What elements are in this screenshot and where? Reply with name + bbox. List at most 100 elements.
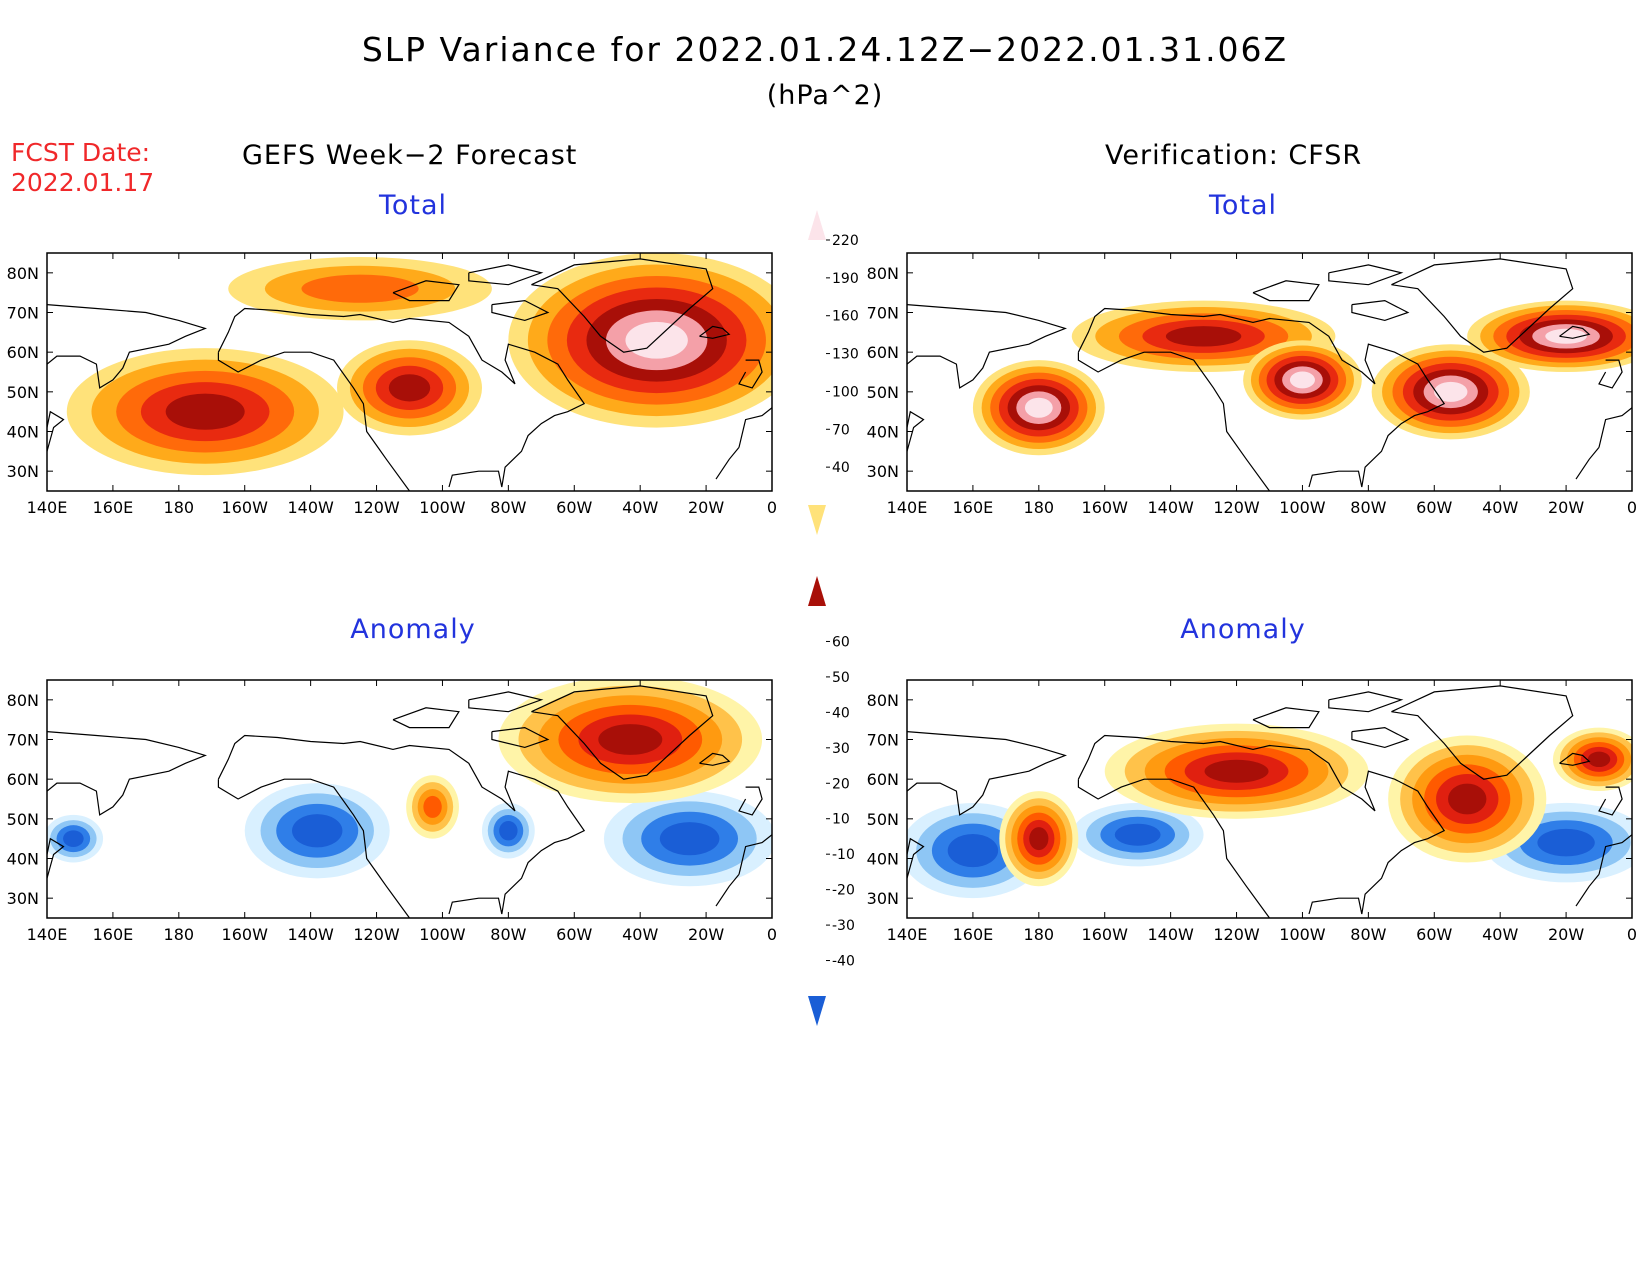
colorbar-level-label: 70: [832, 422, 850, 438]
map-forecast-total: 140E 160E 180 160W 140W 120W 100W 80W 60W 40W 20W 0…: [7, 252, 777, 517]
coastline: [1598, 359, 1623, 389]
lat-tick-label: 70N: [867, 731, 899, 750]
coastline: [47, 410, 65, 452]
coastline: [1351, 299, 1410, 322]
lon-tick-label: 40W: [622, 925, 658, 944]
lon-tick-label: 20W: [688, 498, 724, 517]
colorbar-level-label: 40: [832, 460, 850, 476]
lat-tick-label: 50N: [7, 810, 39, 829]
lon-tick-label: 100W: [419, 925, 466, 944]
coastline: [907, 410, 925, 452]
lon-tick-label: 120W: [1213, 925, 1260, 944]
colorbar-level-label: -20: [832, 883, 855, 899]
coastline: [217, 734, 586, 915]
coastline: [1328, 264, 1404, 286]
coastlines: [907, 685, 1632, 918]
coastline: [699, 325, 731, 339]
lat-tick-label: 70N: [7, 731, 39, 750]
colorbar-level-label: 190: [832, 271, 859, 287]
lat-tick-label: 50N: [7, 383, 39, 402]
map-frame: [906, 252, 1633, 492]
map-frame: [906, 679, 1633, 919]
lon-tick-label: 40W: [1482, 925, 1518, 944]
coastline: [907, 837, 925, 879]
shaded-contour: [1289, 371, 1315, 389]
coastline: [1598, 834, 1632, 875]
coastline: [715, 874, 740, 907]
lon-tick-label: 40W: [622, 498, 658, 517]
lon-tick-label: 100W: [1279, 498, 1326, 517]
lon-tick-label: 120W: [353, 925, 400, 944]
lon-tick-label: 140E: [887, 925, 928, 944]
lon-tick-label: 20W: [1548, 498, 1584, 517]
coastline: [1077, 778, 1270, 918]
coastline: [531, 258, 714, 353]
lon-tick-label: 120W: [1213, 498, 1260, 517]
shaded-contour: [598, 724, 663, 755]
negative-anomaly-contour: [947, 833, 999, 868]
lat-tick-label: 40N: [867, 850, 899, 869]
colorbar-level-label: 220: [832, 233, 859, 249]
coastline: [738, 407, 772, 448]
left-column-title: GEFS Week−2 Forecast: [242, 140, 578, 171]
coastline: [907, 304, 1068, 389]
coastline: [1575, 874, 1600, 907]
lat-tick-label: 50N: [867, 810, 899, 829]
lat-tick-label: 40N: [867, 423, 899, 442]
lat-tick-label: 60N: [867, 770, 899, 789]
lon-tick-label: 0: [767, 498, 777, 517]
lon-tick-label: 160W: [1082, 498, 1129, 517]
coastline: [1077, 351, 1270, 491]
lon-tick-label: 0: [767, 925, 777, 944]
lon-tick-label: 60W: [556, 925, 592, 944]
forecast-date-label: FCST Date:: [11, 138, 151, 167]
lon-tick-label: 140W: [287, 925, 334, 944]
lon-tick-label: 180: [164, 925, 195, 944]
lon-tick-label: 140W: [287, 498, 334, 517]
colorbar-level-label: 40: [832, 705, 850, 721]
coastline: [392, 280, 460, 302]
coastline: [1598, 786, 1623, 816]
lon-tick-label: 180: [1024, 925, 1055, 944]
shaded-contour: [1434, 381, 1468, 402]
forecast-date-value: 2022.01.17: [11, 168, 155, 197]
coastline: [1598, 407, 1632, 448]
panel-title-forecast-anomaly: Anomaly: [350, 614, 476, 645]
lon-tick-label: 140E: [27, 925, 68, 944]
coastline: [1559, 325, 1591, 339]
negative-anomaly-contour: [63, 830, 84, 847]
figure-title: SLP Variance for 2022.01.24.12Z−2022.01.…: [361, 30, 1289, 69]
coastline: [392, 707, 460, 729]
coastline: [1391, 685, 1574, 780]
lat-tick-label: 40N: [7, 850, 39, 869]
lat-tick-label: 60N: [867, 343, 899, 362]
lon-tick-label: 80W: [490, 498, 526, 517]
lon-tick-label: 160E: [93, 925, 134, 944]
lat-tick-label: 40N: [7, 423, 39, 442]
colorbar-level-label: 50: [832, 670, 850, 686]
lon-tick-label: 80W: [1350, 498, 1386, 517]
coastline: [1077, 307, 1446, 488]
lat-tick-label: 70N: [7, 304, 39, 323]
colorbar-total: 40 70 100 130 160 190 220: [808, 210, 859, 535]
lon-tick-label: 160E: [93, 498, 134, 517]
panel-title-verification-total: Total: [1208, 190, 1278, 221]
coastline: [1252, 707, 1320, 729]
lat-tick-label: 30N: [867, 889, 899, 908]
lon-tick-label: 60W: [556, 498, 592, 517]
lon-tick-label: 80W: [1350, 925, 1386, 944]
coastline: [47, 731, 208, 816]
colorbar-min-arrow: [808, 996, 826, 1026]
colorbar-max-arrow: [808, 576, 826, 606]
negative-anomaly-contour: [292, 814, 343, 848]
coastline: [1077, 734, 1446, 915]
map-frame: [46, 252, 773, 492]
lat-tick-label: 80N: [867, 264, 899, 283]
lat-tick-label: 80N: [867, 691, 899, 710]
lon-tick-label: 140E: [887, 498, 928, 517]
colorbar-max-arrow: [808, 210, 826, 240]
lon-tick-label: 160W: [222, 498, 269, 517]
panel-title-verification-anomaly: Anomaly: [1180, 614, 1306, 645]
coastline: [738, 834, 772, 875]
shaded-contour: [1029, 827, 1049, 851]
